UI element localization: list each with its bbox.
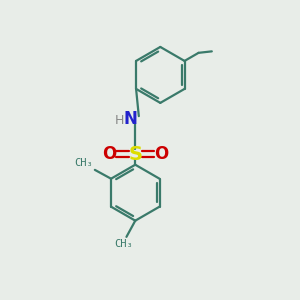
Text: CH₃: CH₃ (115, 239, 134, 249)
Text: S: S (128, 145, 142, 164)
Text: CH₃: CH₃ (74, 158, 92, 168)
Text: O: O (154, 146, 168, 164)
Text: N: N (123, 110, 137, 128)
Text: H: H (114, 114, 124, 127)
Text: O: O (103, 146, 117, 164)
